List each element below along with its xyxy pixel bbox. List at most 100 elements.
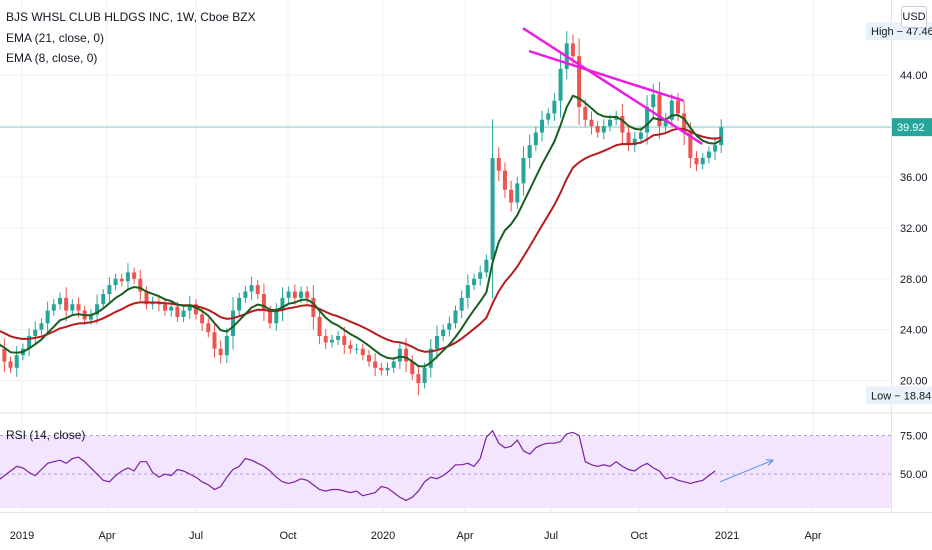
candle: [163, 299, 168, 316]
rsi-series: [0, 429, 775, 502]
candle: [261, 283, 266, 321]
candle: [329, 334, 334, 348]
candle: [645, 95, 650, 145]
candle: [27, 328, 32, 357]
candle: [249, 276, 254, 300]
candle: [546, 108, 551, 125]
candle: [626, 126, 631, 152]
candle: [496, 147, 501, 182]
candle: [292, 284, 297, 305]
candle: [274, 303, 279, 331]
candle: [57, 292, 62, 310]
candle: [224, 327, 229, 364]
candle: [595, 121, 600, 138]
candle: [218, 340, 223, 364]
trendline: [528, 49, 685, 102]
candle: [434, 325, 439, 360]
trendline: [522, 27, 703, 145]
candle: [113, 273, 118, 291]
candle: [416, 366, 421, 396]
candle: [620, 104, 625, 145]
time-tick-label: Oct: [630, 530, 647, 542]
candle: [441, 324, 446, 342]
rsi-arrow: [719, 459, 774, 483]
candle: [212, 323, 217, 358]
candle: [669, 94, 674, 127]
time-tick-label: 2019: [10, 530, 34, 542]
last-price-tag: 39.92: [892, 118, 932, 137]
candle: [589, 111, 594, 135]
time-tick-label: Oct: [279, 530, 296, 542]
candle: [323, 329, 328, 350]
time-tick-label: Apr: [804, 530, 821, 542]
candle: [119, 273, 124, 287]
candle: [336, 330, 341, 345]
candle: [472, 273, 477, 291]
candle: [484, 254, 489, 278]
candle: [540, 110, 545, 142]
candle: [719, 119, 724, 154]
candle: [632, 132, 637, 153]
grid-lines: [0, 0, 932, 513]
candle: [385, 362, 390, 376]
rsi-line: [0, 429, 716, 502]
candle: [447, 316, 452, 337]
axes: 20.00 24.00 28.00 32.00 36.00 44.00 High − 47.…: [10, 22, 932, 542]
ema-lines: [0, 94, 722, 368]
candle: [688, 122, 693, 169]
candle: [410, 355, 415, 381]
price-tick-label: 44.00: [900, 70, 928, 82]
candle: [700, 152, 705, 170]
candle: [311, 285, 316, 330]
candle: [231, 297, 236, 350]
candlestick-series: [0, 31, 724, 396]
candle: [558, 51, 563, 118]
rsi-tick-label: 75.00: [900, 430, 928, 442]
candle: [465, 274, 470, 309]
candle: [95, 294, 100, 325]
ema8-line: [0, 94, 722, 368]
candle: [2, 338, 7, 373]
candle: [206, 318, 211, 338]
ema21-legend[interactable]: EMA (21, close, 0): [6, 31, 105, 45]
candle: [138, 269, 143, 301]
price-tick-label: 32.00: [900, 223, 928, 235]
candle: [360, 343, 365, 361]
candle: [101, 288, 106, 310]
rsi-legend[interactable]: RSI (14, close): [6, 428, 86, 442]
time-tick-label: Apr: [98, 530, 115, 542]
rsi-arrow-head: [765, 459, 775, 466]
ema8-legend[interactable]: EMA (8, close, 0): [6, 51, 98, 65]
candle: [64, 287, 69, 322]
candle: [366, 349, 371, 367]
chart-title: BJS WHSL CLUB HLDGS INC, 1W, Cboe BZX: [6, 10, 256, 24]
candle: [342, 326, 347, 355]
candle: [51, 299, 56, 316]
candle: [515, 176, 520, 210]
candle: [280, 287, 285, 322]
last-price-text: 39.92: [897, 122, 925, 134]
candle: [243, 286, 248, 304]
high-tag-text: High − 47.46: [871, 26, 932, 38]
candle: [577, 38, 582, 125]
candle: [533, 126, 538, 152]
candle: [187, 295, 192, 319]
time-tick-label: Jul: [189, 530, 203, 542]
ema21-line: [0, 127, 722, 353]
time-tick-label: Apr: [456, 530, 473, 542]
low-tag: Low − 18.84: [866, 386, 932, 405]
candle: [348, 339, 353, 354]
candle: [45, 301, 50, 333]
candle: [397, 341, 402, 369]
candle: [490, 119, 495, 299]
currency-button[interactable]: USD: [901, 6, 927, 28]
candle: [193, 299, 198, 320]
candle: [354, 343, 359, 354]
candle: [706, 146, 711, 164]
price-tick-label: 28.00: [900, 274, 928, 286]
candle: [502, 162, 507, 198]
candle: [144, 286, 149, 310]
candle: [552, 93, 557, 121]
rsi-tick-label: 50.00: [900, 469, 928, 481]
